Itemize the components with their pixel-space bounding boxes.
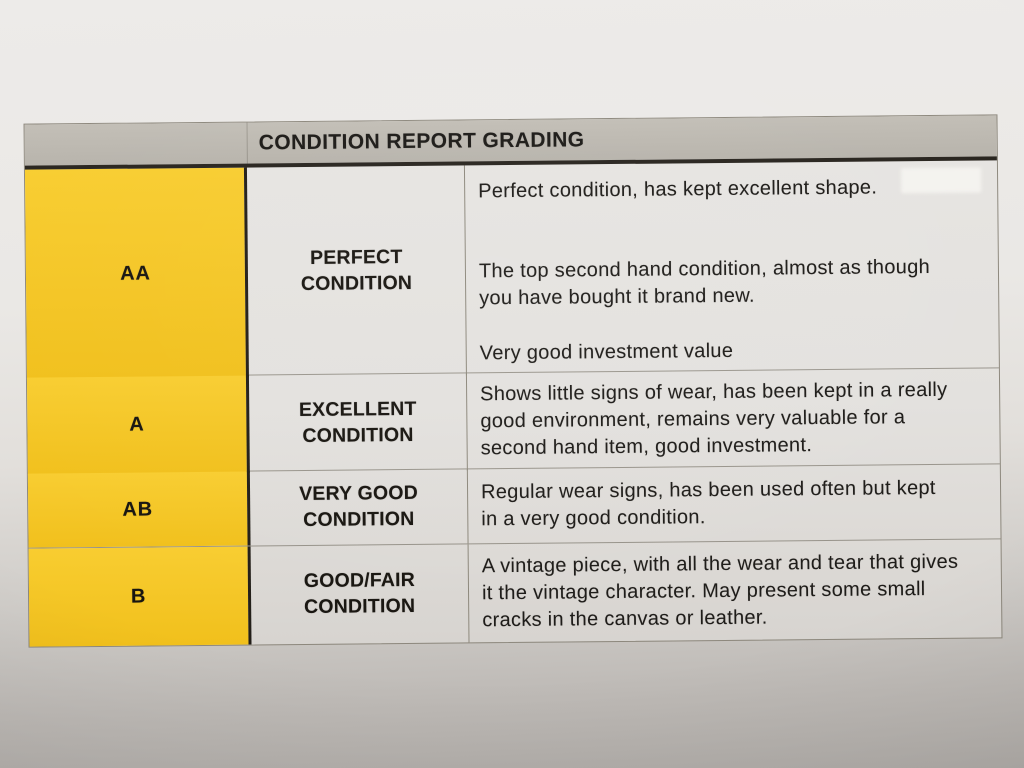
condition-grading-table: CONDITION REPORT GRADING AA PERFECT COND…	[23, 114, 1003, 648]
description-line: The top second hand condition, almost as…	[478, 255, 931, 310]
description-line: Very good investment value	[479, 339, 734, 365]
description-line: Shows little signs of wear, has been kep…	[480, 378, 948, 460]
grade-cell-ab: AB	[27, 471, 251, 548]
description-line: A vintage piece, with all the wear and t…	[481, 550, 959, 631]
condition-cell-ab: VERY GOOD CONDITION	[249, 469, 469, 546]
grade-cell-aa: AA	[24, 167, 249, 380]
condition-cell-a: EXCELLENT CONDITION	[248, 373, 468, 473]
condition-cell-aa: PERFECT CONDITION	[246, 165, 467, 378]
table-row-a: A EXCELLENT CONDITION Shows little signs…	[26, 367, 1000, 475]
grade-cell-a: A	[26, 375, 250, 475]
paper-highlight-patch	[900, 167, 982, 194]
condition-cell-b: GOOD/FAIR CONDITION	[250, 544, 470, 645]
grade-cell-b: B	[28, 546, 252, 647]
description-line: Perfect condition, has kept excellent sh…	[478, 176, 878, 203]
description-cell-aa: Perfect condition, has kept excellent sh…	[465, 160, 999, 375]
description-cell-a: Shows little signs of wear, has been kep…	[467, 368, 1000, 470]
table-row-aa: AA PERFECT CONDITION Perfect condition, …	[24, 160, 999, 380]
table-row-b: B GOOD/FAIR CONDITION A vintage piece, w…	[28, 538, 1002, 647]
description-cell-ab: Regular wear signs, has been used often …	[468, 464, 1001, 543]
table-title: CONDITION REPORT GRADING	[258, 127, 585, 154]
description-cell-b: A vintage piece, with all the wear and t…	[469, 539, 1002, 642]
table-row-ab: AB VERY GOOD CONDITION Regular wear sign…	[27, 463, 1001, 548]
description-line: Regular wear signs, has been used often …	[480, 476, 936, 531]
